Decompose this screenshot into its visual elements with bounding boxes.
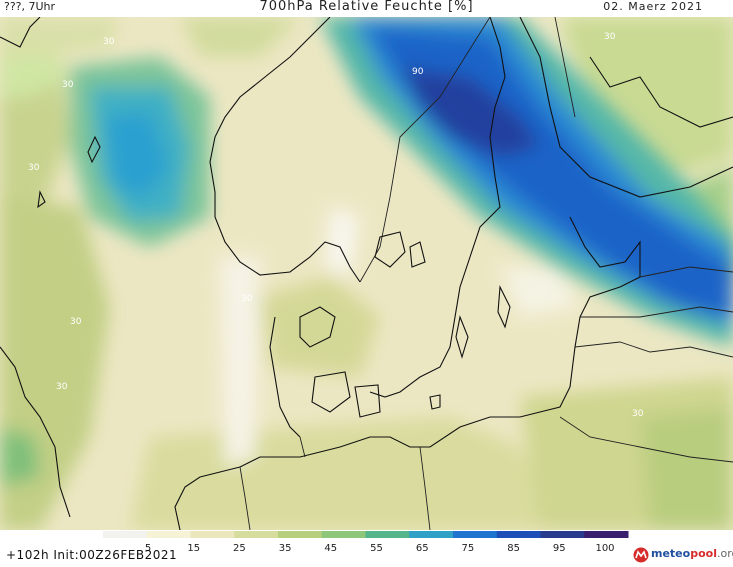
- meteopool-logo: meteopool.org: [633, 547, 733, 563]
- colorbar-swatch: [365, 531, 410, 538]
- coastlines: [0, 17, 733, 530]
- colorbar-tick-label: 25: [233, 543, 246, 554]
- contour-label: 30: [103, 37, 115, 47]
- colorbar-swatch: [103, 531, 148, 538]
- colorbar-tick-label: 95: [553, 543, 566, 554]
- colorbar-tick-label: 45: [324, 543, 337, 554]
- colorbar-tick-label: 65: [416, 543, 429, 554]
- contour-label: 30: [62, 80, 74, 90]
- colorbar-swatch: [190, 531, 235, 538]
- colorbar-tick-label: 100: [595, 543, 614, 554]
- colorbar-swatch: [540, 531, 585, 538]
- colorbar-ticks: 5 15 25 35 45 55 65 75 85 95 100: [145, 543, 615, 554]
- contour-label: 90: [412, 67, 424, 77]
- contour-label: 30: [56, 382, 68, 392]
- logo-text: meteopool.org: [651, 547, 733, 560]
- country-borders: [239, 17, 733, 530]
- contour-label: 30: [28, 163, 40, 173]
- map-title: 700hPa Relative Feuchte [%]: [259, 0, 474, 14]
- contour-label: 30: [632, 409, 644, 419]
- moist-band: [320, 17, 733, 347]
- colorbar-swatch: [584, 531, 629, 538]
- colorbar-swatch: [321, 531, 366, 538]
- colorbar-tick-label: 85: [507, 543, 520, 554]
- map-footer: 5 15 25 35 45 55 65 75 85 95 100 +102h Init:00Z26F…: [0, 530, 733, 566]
- colorbar-tick-label: 35: [279, 543, 292, 554]
- weekday-time-label: ???, 7Uhr: [4, 0, 56, 13]
- colorbar-swatch: [278, 531, 323, 538]
- colorbar-tick-label: 15: [187, 543, 200, 554]
- colorbar: 5 15 25 35 45 55 65 75 85 95 100: [103, 531, 629, 554]
- contour-label: 30: [604, 32, 616, 42]
- colorbar-tick-label: 5: [145, 543, 151, 554]
- colorbar-tick-label: 75: [462, 543, 475, 554]
- colorbar-swatch: [496, 531, 541, 538]
- colorbar-swatch: [409, 531, 454, 538]
- contour-labels: 30 30 30 90 30 30 30 30 30: [28, 32, 644, 419]
- colorbar-swatch: [234, 531, 279, 538]
- contour-label: 30: [70, 317, 82, 327]
- forecast-date: 02. Maerz 2021: [603, 0, 703, 13]
- colorbar-swatch: [453, 531, 498, 538]
- init-time-label: +102h Init:00Z26FEB2021: [6, 548, 178, 562]
- map-header: ???, 7Uhr 700hPa Relative Feuchte [%] 02…: [0, 0, 733, 20]
- colorbar-swatch: [146, 531, 191, 538]
- colorbar-swatches: [103, 531, 629, 538]
- meteopool-logo-icon: [633, 547, 649, 563]
- humidity-map: 30 30 30 90 30 30 30 30 30: [0, 17, 733, 530]
- contour-label: 30: [241, 294, 253, 304]
- colorbar-tick-label: 55: [370, 543, 383, 554]
